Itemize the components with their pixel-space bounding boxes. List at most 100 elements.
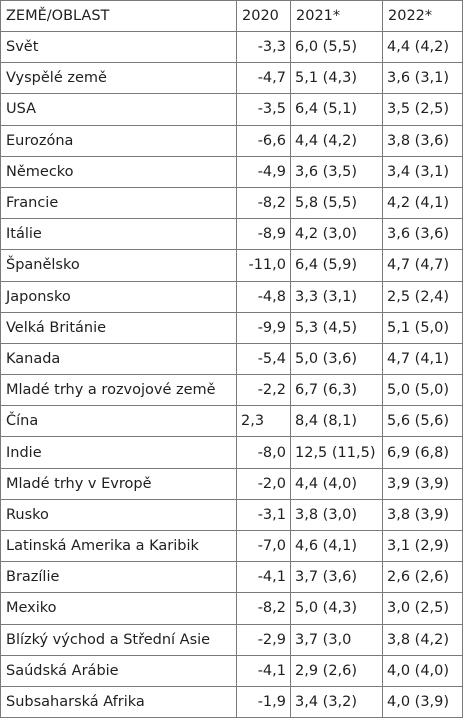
- value-2022-cell: 3,8 (3,9): [382, 498, 463, 532]
- region-cell: Subsaharská Afrika: [0, 685, 237, 719]
- value-2020-cell: -3,5: [236, 93, 291, 126]
- value-2020-cell: -9,9: [236, 311, 291, 344]
- table-body: Svět -3,3 6,0 (5,5) 4,4 (4,2) Vyspělé země -4…: [0, 30, 463, 719]
- value-2021-cell: 2,9 (2,6): [290, 654, 383, 687]
- region-cell: Německo: [0, 155, 237, 188]
- table-row: USA -3,5 6,4 (5,1) 3,5 (2,5): [0, 93, 463, 126]
- value-2022-cell: 3,5 (2,5): [382, 93, 463, 126]
- table-row: Mladé trhy v Evropě -2,0 4,4 (4,0) 3,9 (3,9…: [0, 467, 463, 500]
- value-2022-cell: 4,0 (3,9): [382, 685, 463, 719]
- value-2020-cell: -8,0: [236, 436, 291, 469]
- value-2021-cell: 5,0 (4,3): [290, 592, 383, 625]
- value-2021-cell: 3,3 (3,1): [290, 280, 383, 313]
- region-cell: Francie: [0, 186, 237, 220]
- value-2020-cell: -2,0: [236, 467, 291, 500]
- table-row: Mladé trhy a rozvojové země -2,2 6,7 (6,3)…: [0, 374, 463, 407]
- table-row: Vyspělé země -4,7 5,1 (4,3) 3,6 (3,1): [0, 62, 463, 95]
- value-2022-cell: 3,8 (3,6): [382, 124, 463, 157]
- table-row: Japonsko -4,8 3,3 (3,1) 2,5 (2,4): [0, 280, 463, 313]
- table-row: Francie -8,2 5,8 (5,5) 4,2 (4,1): [0, 186, 463, 220]
- value-2020-cell: -5,4: [236, 342, 291, 376]
- table-row: Blízký východ a Střední Asie -2,9 3,7 (3,0…: [0, 623, 463, 656]
- region-cell: Mladé trhy a rozvojové země: [0, 374, 237, 407]
- table-row: Saúdská Arábie -4,1 2,9 (2,6) 4,0 (4,0): [0, 654, 463, 687]
- table-row: Rusko -3,1 3,8 (3,0) 3,8 (3,9): [0, 498, 463, 532]
- value-2020-cell: 2,3: [236, 405, 291, 438]
- value-2021-cell: 4,4 (4,2): [290, 124, 383, 157]
- region-cell: Mladé trhy v Evropě: [0, 467, 237, 500]
- region-cell: Saúdská Arábie: [0, 654, 237, 687]
- value-2022-cell: 4,4 (4,2): [382, 30, 463, 64]
- region-cell: Eurozóna: [0, 124, 237, 157]
- header-region: ZEMĚ/OBLAST: [0, 0, 237, 32]
- value-2022-cell: 3,8 (4,2): [382, 623, 463, 656]
- value-2020-cell: -7,0: [236, 529, 291, 563]
- value-2021-cell: 8,4 (8,1): [290, 405, 383, 438]
- value-2020-cell: -4,8: [236, 280, 291, 313]
- table-row: Velká Británie -9,9 5,3 (4,5) 5,1 (5,0): [0, 311, 463, 344]
- value-2022-cell: 3,6 (3,6): [382, 218, 463, 251]
- value-2020-cell: -4,9: [236, 155, 291, 188]
- value-2021-cell: 12,5 (11,5): [290, 436, 383, 469]
- value-2020-cell: -2,9: [236, 623, 291, 656]
- table-row: Mexiko -8,2 5,0 (4,3) 3,0 (2,5): [0, 592, 463, 625]
- value-2021-cell: 3,4 (3,2): [290, 685, 383, 719]
- value-2022-cell: 4,7 (4,7): [382, 249, 463, 282]
- region-cell: Mexiko: [0, 592, 237, 625]
- value-2020-cell: -4,1: [236, 654, 291, 687]
- value-2020-cell: -8,2: [236, 592, 291, 625]
- region-cell: Rusko: [0, 498, 237, 532]
- table-row: Španělsko -11,0 6,4 (5,9) 4,7 (4,7): [0, 249, 463, 282]
- value-2022-cell: 4,0 (4,0): [382, 654, 463, 687]
- region-cell: Velká Británie: [0, 311, 237, 344]
- value-2021-cell: 3,7 (3,0: [290, 623, 383, 656]
- table-row: Latinská Amerika a Karibik -7,0 4,6 (4,1) 3…: [0, 529, 463, 563]
- region-cell: Brazílie: [0, 561, 237, 594]
- value-2022-cell: 3,0 (2,5): [382, 592, 463, 625]
- value-2021-cell: 6,0 (5,5): [290, 30, 383, 64]
- value-2021-cell: 6,4 (5,1): [290, 93, 383, 126]
- region-cell: Vyspělé země: [0, 62, 237, 95]
- region-cell: Španělsko: [0, 249, 237, 282]
- value-2020-cell: -6,6: [236, 124, 291, 157]
- value-2021-cell: 5,8 (5,5): [290, 186, 383, 220]
- value-2022-cell: 2,6 (2,6): [382, 561, 463, 594]
- value-2021-cell: 4,2 (3,0): [290, 218, 383, 251]
- value-2021-cell: 5,3 (4,5): [290, 311, 383, 344]
- value-2022-cell: 5,0 (5,0): [382, 374, 463, 407]
- table-row: Kanada -5,4 5,0 (3,6) 4,7 (4,1): [0, 342, 463, 376]
- region-cell: Itálie: [0, 218, 237, 251]
- table-row: Svět -3,3 6,0 (5,5) 4,4 (4,2): [0, 30, 463, 64]
- value-2022-cell: 5,6 (5,6): [382, 405, 463, 438]
- value-2021-cell: 3,6 (3,5): [290, 155, 383, 188]
- value-2021-cell: 4,4 (4,0): [290, 467, 383, 500]
- value-2020-cell: -4,7: [236, 62, 291, 95]
- table-row: Itálie -8,9 4,2 (3,0) 3,6 (3,6): [0, 218, 463, 251]
- table-row: Brazílie -4,1 3,7 (3,6) 2,6 (2,6): [0, 561, 463, 594]
- value-2022-cell: 4,2 (4,1): [382, 186, 463, 220]
- value-2021-cell: 5,1 (4,3): [290, 62, 383, 95]
- header-2020: 2020: [236, 0, 291, 32]
- value-2020-cell: -4,1: [236, 561, 291, 594]
- table-row: Německo -4,9 3,6 (3,5) 3,4 (3,1): [0, 155, 463, 188]
- value-2021-cell: 4,6 (4,1): [290, 529, 383, 563]
- value-2021-cell: 6,4 (5,9): [290, 249, 383, 282]
- header-row: ZEMĚ/OBLAST 2020 2021* 2022*: [0, 0, 463, 32]
- table-row: Čína 2,3 8,4 (8,1) 5,6 (5,6): [0, 405, 463, 438]
- value-2020-cell: -8,2: [236, 186, 291, 220]
- table-row: Indie -8,0 12,5 (11,5) 6,9 (6,8): [0, 436, 463, 469]
- region-cell: USA: [0, 93, 237, 126]
- value-2022-cell: 3,6 (3,1): [382, 62, 463, 95]
- value-2020-cell: -1,9: [236, 685, 291, 719]
- value-2021-cell: 3,8 (3,0): [290, 498, 383, 532]
- header-2022: 2022*: [382, 0, 463, 32]
- region-cell: Kanada: [0, 342, 237, 376]
- value-2022-cell: 3,9 (3,9): [382, 467, 463, 500]
- table-row: Subsaharská Afrika -1,9 3,4 (3,2) 4,0 (3,9): [0, 685, 463, 719]
- value-2022-cell: 2,5 (2,4): [382, 280, 463, 313]
- region-cell: Indie: [0, 436, 237, 469]
- value-2022-cell: 3,1 (2,9): [382, 529, 463, 563]
- table-row: Eurozóna -6,6 4,4 (4,2) 3,8 (3,6): [0, 124, 463, 157]
- region-cell: Čína: [0, 405, 237, 438]
